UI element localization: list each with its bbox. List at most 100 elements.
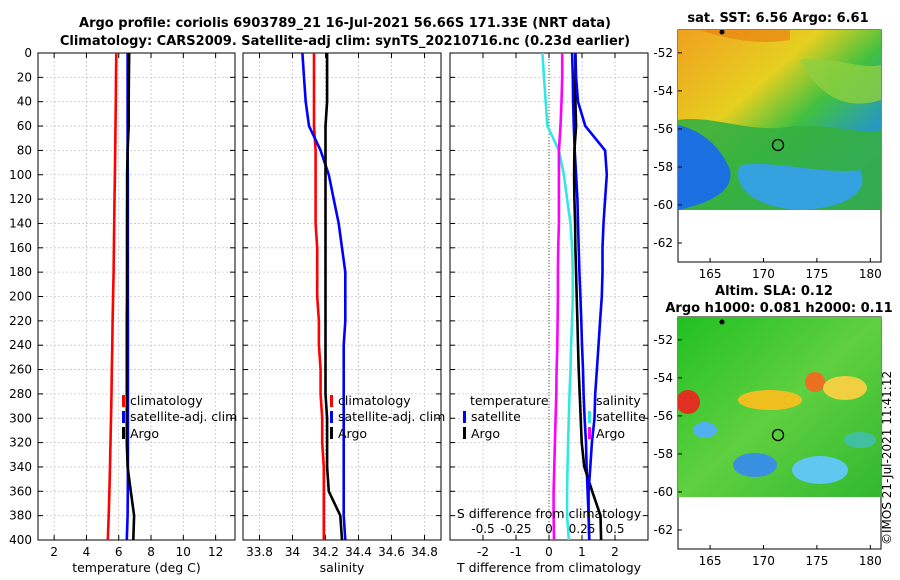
x-tick-label: 12 — [208, 545, 223, 559]
legend-swatch-satellite-clim — [122, 411, 125, 423]
top-x-axis-label: S difference from climatology — [457, 506, 642, 521]
legend-label-sal-argo: Argo — [596, 426, 625, 441]
x-tick-label: 34.4 — [345, 545, 372, 559]
map-y-tick-label: -56 — [653, 409, 673, 423]
map-y-tick-label: -62 — [653, 236, 673, 250]
x-tick-label: 10 — [176, 545, 191, 559]
figure-title-line1: Argo profile: coriolis 6903789_21 16-Jul… — [79, 16, 611, 31]
y-tick-label: 140 — [9, 216, 32, 230]
legend-swatch-satellite-clim-2 — [330, 411, 333, 423]
sla-heatmap — [678, 317, 881, 497]
y-tick-label: 0 — [24, 46, 32, 60]
legend-label-climatology: climatology — [130, 393, 203, 408]
map-y-tick-label: -52 — [653, 333, 673, 347]
legend-label-temp-satellite: satellite — [471, 409, 521, 424]
sla-map-axes: 165 170 175 180 -52 -54 -56 -58 -60 -62 — [653, 333, 881, 568]
salinity-panel: 33.8 34 34.2 34.4 34.6 34.8 salinity — [242, 52, 442, 575]
legend-label-satellite-clim: satellite-adj. clim — [130, 409, 237, 424]
y-tick-label: 240 — [9, 338, 32, 352]
difference-panel: -2 -1 0 1 2T difference from climatology S di… — [449, 52, 649, 575]
legend-swatch-argo — [122, 427, 125, 439]
series-line-climatology — [106, 52, 118, 541]
y-tick-label: 220 — [9, 314, 32, 328]
legend-swatch-sal-argo — [588, 427, 591, 439]
map-y-tick-label: -52 — [653, 46, 673, 60]
map-x-tick-label: 175 — [805, 554, 828, 568]
x-tick-label: 34.2 — [312, 545, 339, 559]
y-tick-label: 400 — [9, 533, 32, 547]
y-tick-label: 160 — [9, 241, 32, 255]
imos-watermark: ©IMOS 21-Jul-2021 11:41:12 — [880, 371, 894, 545]
y-tick-label: 120 — [9, 192, 32, 206]
map-x-tick-label: 170 — [752, 554, 775, 568]
x-axis-label: temperature (deg C) — [72, 560, 201, 575]
series-line-argo — [324, 53, 344, 541]
legend-label-satellite-clim-2: satellite-adj. clim — [338, 409, 445, 424]
map-x-tick-label: 165 — [699, 267, 722, 281]
sla-map: Altim. SLA: 0.12 Argo h1000: 0.081 h2000… — [653, 284, 892, 568]
x-tick-label: 0 — [545, 545, 553, 559]
map-y-tick-label: -58 — [653, 160, 673, 174]
series-line-temperature-satellite — [570, 52, 591, 541]
series-line-salinity-satellite-blue — [574, 52, 609, 541]
y-tick-label: 380 — [9, 509, 32, 523]
y-tick-label: 320 — [9, 436, 32, 450]
x-tick-label: 2 — [50, 545, 58, 559]
sla-map-title: Altim. SLA: 0.12 — [715, 284, 833, 299]
y-tick-label: 280 — [9, 387, 32, 401]
y-tick-label: 360 — [9, 484, 32, 498]
y-tick-label: 100 — [9, 168, 32, 182]
map-y-tick-label: -58 — [653, 447, 673, 461]
series-line-argo — [125, 52, 136, 541]
x-tick-label: -1 — [510, 545, 522, 559]
series-line-climatology — [312, 53, 326, 540]
x-tick-label: 4 — [83, 545, 91, 559]
x-axis-label: T difference from climatology — [456, 560, 642, 575]
legend-salinity-heading: salinity — [596, 393, 641, 408]
legend-swatch-argo-2 — [330, 427, 333, 439]
map-y-tick-label: -56 — [653, 122, 673, 136]
map-x-tick-label: 165 — [699, 554, 722, 568]
map-x-tick-label: 180 — [859, 267, 882, 281]
y-tick-label: 260 — [9, 363, 32, 377]
sst-argo-marker — [771, 138, 785, 152]
x-tick-label: 34.6 — [378, 545, 405, 559]
legend-label-argo-2: Argo — [338, 426, 367, 441]
temperature-panel: 2 4 6 8 10 1202040608010012014016018020022024… — [9, 46, 236, 575]
y-tick-label: 300 — [9, 411, 32, 425]
legend-swatch-temp-argo — [463, 427, 466, 439]
y-tick-label: 200 — [9, 290, 32, 304]
legend-temperature-heading: temperature — [470, 393, 549, 408]
x-tick-label: 33.8 — [246, 545, 273, 559]
y-tick-label: 60 — [17, 119, 32, 133]
y-tick-label: 340 — [9, 460, 32, 474]
x-tick-label: 34 — [285, 545, 300, 559]
figure-title-line2: Climatology: CARS2009. Satellite-adj cli… — [60, 34, 630, 49]
sst-map-axes: 165 170 175 180 -52 -54 -56 -58 -60 -62 — [653, 46, 881, 281]
legend-swatch-sal-satellite — [588, 411, 591, 423]
y-tick-label: 180 — [9, 265, 32, 279]
x-tick-label: -2 — [477, 545, 489, 559]
map-y-tick-label: -60 — [653, 198, 673, 212]
top-x-tick-label: 0.5 — [605, 522, 624, 536]
top-x-tick-label: -0.25 — [500, 522, 531, 536]
x-tick-label: 6 — [115, 545, 123, 559]
legend-label-argo: Argo — [130, 426, 159, 441]
map-y-tick-label: -62 — [653, 523, 673, 537]
legend-swatch-climatology — [122, 395, 125, 407]
map-x-tick-label: 180 — [859, 554, 882, 568]
legend-swatch-temp-satellite — [463, 411, 466, 423]
x-tick-label: 34.8 — [411, 545, 438, 559]
legend-label-sal-satellite: satellite — [596, 409, 646, 424]
map-y-tick-label: -54 — [653, 84, 673, 98]
sst-heatmap — [678, 30, 881, 210]
series-line-salinity-argo — [552, 53, 564, 541]
x-tick-label: 2 — [611, 545, 619, 559]
sst-map: sat. SST: 6.56 Argo: 6.61 165 170 175 180 -5… — [653, 11, 881, 281]
map-x-tick-label: 175 — [805, 267, 828, 281]
sla-map-subtitle: Argo h1000: 0.081 h2000: 0.11 — [665, 301, 892, 316]
top-x-tick-label: -0.5 — [471, 522, 494, 536]
series-line-satellite-adj-clim — [301, 52, 347, 541]
top-x-tick-label: 0 — [545, 522, 553, 536]
